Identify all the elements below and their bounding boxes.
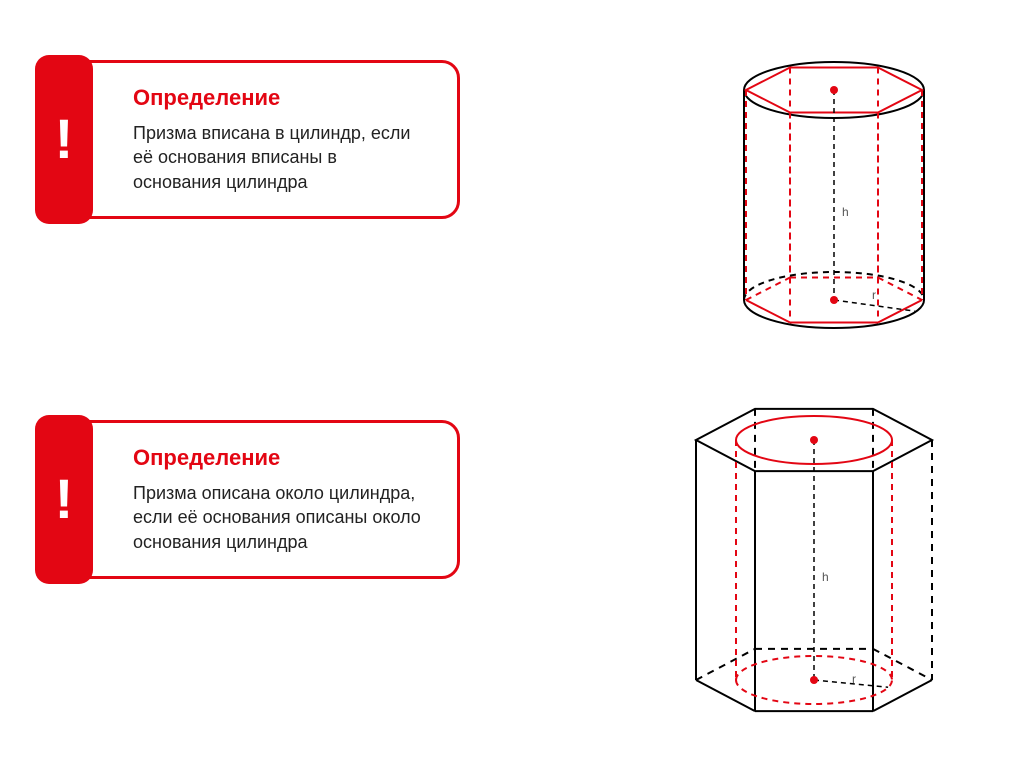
- row-definition-1: ! Определение Призма вписана в цилиндр, …: [0, 60, 1024, 219]
- label-h-1: h: [842, 205, 849, 219]
- exclamation-badge-2: !: [35, 415, 93, 584]
- definition-body-1: Призма вписана в цилиндр, если её основа…: [133, 121, 429, 194]
- svg-inscribed: [704, 30, 964, 350]
- label-r-1: r: [872, 288, 876, 302]
- label-h-2: h: [822, 570, 829, 584]
- row-definition-2: ! Определение Призма описана около цилин…: [0, 420, 1024, 579]
- diagram-prism-inscribed: h r: [704, 30, 964, 355]
- definition-body-2: Призма описана около цилиндра, если её о…: [133, 481, 429, 554]
- definition-card-2: ! Определение Призма описана около цилин…: [40, 420, 460, 579]
- definition-card-1: ! Определение Призма вписана в цилиндр, …: [40, 60, 460, 219]
- definition-title-1: Определение: [133, 85, 429, 111]
- exclamation-icon: !: [55, 471, 74, 527]
- svg-circumscribed: [664, 380, 964, 740]
- label-r-2: r: [852, 672, 856, 686]
- exclamation-badge-1: !: [35, 55, 93, 224]
- diagram-prism-circumscribed: h r: [664, 380, 964, 745]
- definition-title-2: Определение: [133, 445, 429, 471]
- exclamation-icon: !: [55, 111, 74, 167]
